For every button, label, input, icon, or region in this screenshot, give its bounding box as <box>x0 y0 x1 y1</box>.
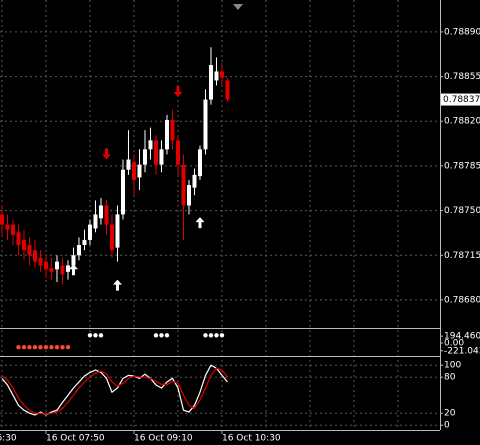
signal-dot <box>214 333 219 338</box>
signal-dot <box>208 333 214 338</box>
candle-body <box>104 205 109 225</box>
candle-body <box>43 261 48 270</box>
signal-dot <box>54 345 60 350</box>
candle-body <box>192 174 197 188</box>
candle-body <box>5 224 10 230</box>
candle-body <box>93 214 98 229</box>
signal-dot <box>93 333 98 338</box>
candle-body <box>32 250 37 262</box>
signal-dot <box>203 333 208 338</box>
plot-area: 16 Oct 06:30 16 Oct 07:50 16 Oct 09:10 16 O… <box>0 0 440 444</box>
signal-dot <box>16 345 21 350</box>
candle-body <box>87 224 92 240</box>
candle-body <box>186 185 191 206</box>
signal-dot <box>87 333 93 338</box>
candle-body <box>208 65 213 100</box>
x-tick-label: 16 Oct 07:50 <box>46 434 105 444</box>
candle-body <box>153 140 158 165</box>
signal-dot <box>38 345 43 350</box>
signal-dot <box>153 333 159 338</box>
candle-body <box>115 214 120 248</box>
y-tick-label: 0.78855 <box>444 72 480 82</box>
candle-body <box>38 257 43 266</box>
y-tick-label: 0.78715 <box>444 251 480 261</box>
candle-body <box>0 214 4 225</box>
y-tick-label: -221.043 <box>444 346 480 356</box>
buy-arrow <box>112 279 122 291</box>
y-tick-label: 0.78750 <box>444 206 480 216</box>
x-tick-label: 16 Oct 10:30 <box>222 434 281 444</box>
signal-dot <box>159 333 164 338</box>
candle-body <box>159 149 164 165</box>
candle-body <box>71 255 76 266</box>
y-tick-label: 80 <box>444 373 456 383</box>
x-tick-label: 16 Oct 09:10 <box>134 434 193 444</box>
shift-marker <box>233 4 243 10</box>
buy-arrow <box>68 264 78 276</box>
signal-dot <box>65 345 71 350</box>
candle-body <box>76 245 81 256</box>
sell-arrow <box>173 85 183 97</box>
y-tick-label: 0.00 <box>444 339 464 349</box>
candle-body <box>21 239 26 251</box>
y-tick-label: 194.4603 <box>444 332 480 342</box>
candle-body <box>120 169 125 215</box>
stochastic-line <box>1 364 228 416</box>
candle-body <box>214 71 219 81</box>
candle-body <box>170 119 175 141</box>
candle-body <box>137 164 142 178</box>
y-tick-label: 0.78820 <box>444 117 480 127</box>
candle-body <box>10 224 15 235</box>
current-price-label: 0.78837 <box>443 95 480 105</box>
signal-dot <box>98 333 104 338</box>
signal-dot <box>60 345 65 350</box>
stochastic-line <box>1 367 228 416</box>
candle-body <box>82 239 87 246</box>
buy-arrow <box>195 217 205 229</box>
candle-body <box>131 162 136 180</box>
candle-body <box>49 268 54 272</box>
signal-dot <box>32 345 38 350</box>
signal-dot <box>21 345 27 350</box>
candle-body <box>203 99 208 150</box>
candle-body <box>219 71 224 78</box>
candle-body <box>54 261 59 270</box>
candle-body <box>16 232 21 246</box>
y-tick-label: 0.78785 <box>444 161 480 171</box>
y-tick-label: 100 <box>444 361 461 371</box>
candle-body <box>65 265 70 272</box>
y-tick-label: 20 <box>444 409 456 419</box>
current-price-box <box>441 93 480 106</box>
candle-body <box>27 245 32 256</box>
candle-body <box>98 205 103 219</box>
candle-body <box>181 164 186 206</box>
candle-body <box>225 80 230 100</box>
signal-dot <box>43 345 49 350</box>
candle-body <box>175 140 180 165</box>
x-tick-label: 16 Oct 06:30 <box>0 434 17 444</box>
candle-body <box>164 119 169 150</box>
signal-dot <box>164 333 170 338</box>
candle-body <box>148 140 153 150</box>
y-tick-label: 0 <box>444 421 450 431</box>
signal-dot <box>49 345 54 350</box>
candle-body <box>126 159 131 170</box>
candle-body <box>197 149 202 177</box>
candle-body <box>109 224 114 251</box>
candle-body <box>60 265 65 275</box>
candle-body <box>142 149 147 165</box>
signal-dot <box>219 333 225 338</box>
y-tick-label: 0.78680 <box>444 295 480 305</box>
sell-arrow <box>101 148 111 160</box>
y-tick-label: 0.78890 <box>444 27 480 37</box>
signal-dot <box>27 345 32 350</box>
